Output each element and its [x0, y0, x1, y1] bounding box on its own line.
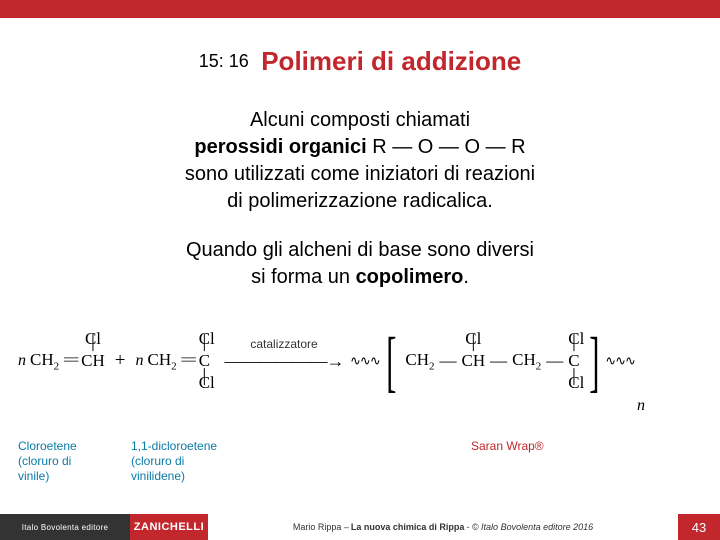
arrow-line: ――――――→ — [225, 351, 344, 371]
ru-ch2-1: CH2 — [405, 350, 434, 372]
bond: ― — [440, 351, 457, 371]
ru-ch: │ Cl CH — [462, 351, 486, 371]
arrow-label: catalizzatore — [224, 337, 344, 351]
slide-title-row: 15: 16 Polimeri di addizione — [0, 46, 720, 77]
repeat-n: n — [637, 397, 645, 415]
diagram-labels-row: Cloroetene (cloruro di vinile) 1,1-diclo… — [18, 439, 702, 484]
footer-bar: Italo Bovolenta editore ZANICHELLI Mario… — [0, 514, 720, 540]
bracket-right: ] — [589, 331, 599, 391]
label-monomer-2: 1,1-dicloroetene (cloruro di vinilidene) — [131, 439, 261, 484]
p2-line2-bold: copolimero — [356, 266, 464, 288]
wavy-left: ∿∿∿ — [350, 353, 380, 369]
p2-line1: Quando gli alcheni di base sono diversi — [186, 239, 534, 261]
p1-line2-rest: R ― O ― O ― R — [367, 136, 526, 158]
label-monomer-1: Cloroetene (cloruro di vinile) — [18, 439, 113, 484]
section-number: 15: 16 — [199, 51, 249, 71]
section-title: Polimeri di addizione — [261, 46, 521, 76]
p2-line2a: si forma un — [251, 266, 355, 288]
bond: ― — [546, 351, 563, 371]
reaction-diagram: n CH2 == │ Cl CH + n CH2 == │ Cl C │ Cl … — [18, 311, 702, 471]
repeat-unit: CH2 ― │ Cl CH ― CH2 ― │ Cl C │ Cl — [402, 350, 582, 372]
coeff-n-1: n — [18, 352, 26, 370]
double-bond-2: == — [181, 352, 195, 370]
paragraph-1: Alcuni composti chiamati perossidi organ… — [60, 107, 660, 215]
wavy-right: ∿∿∿ — [605, 353, 635, 369]
monomer1-ch: │ Cl CH — [81, 351, 105, 371]
plus-sign: + — [115, 350, 126, 372]
footer-credit: Mario Rippa – La nuova chimica di Rippa … — [208, 514, 678, 540]
reaction-arrow: catalizzatore ――――――→ — [224, 351, 344, 372]
p1-line3: sono utilizzati come iniziatori di reazi… — [185, 163, 535, 185]
double-bond-1: == — [63, 352, 77, 370]
bond: ― — [490, 351, 507, 371]
page-number: 43 — [678, 514, 720, 540]
coeff-n-2: n — [136, 352, 144, 370]
monomer2-ch2: CH2 — [148, 350, 177, 372]
ru-c: │ Cl C │ Cl — [568, 351, 579, 371]
ru-ch2-2: CH2 — [512, 350, 541, 372]
monomer2-c: │ Cl C │ Cl — [199, 351, 210, 371]
zanichelli-logo: ZANICHELLI — [130, 514, 208, 540]
bracket-left: [ — [386, 331, 396, 391]
top-accent-bar — [0, 0, 720, 18]
p2-line2c: . — [463, 266, 469, 288]
publisher-logo: Italo Bovolenta editore — [0, 514, 130, 540]
monomer1-ch2: CH2 — [30, 350, 59, 372]
label-product: Saran Wrap® — [471, 439, 544, 484]
p1-line1: Alcuni composti chiamati — [250, 109, 470, 131]
p1-line2-bold: perossidi organici — [194, 136, 366, 158]
p1-line4: di polimerizzazione radicalica. — [227, 190, 493, 212]
formula-row: n CH2 == │ Cl CH + n CH2 == │ Cl C │ Cl … — [18, 311, 702, 411]
paragraph-2: Quando gli alcheni di base sono diversi … — [60, 237, 660, 291]
